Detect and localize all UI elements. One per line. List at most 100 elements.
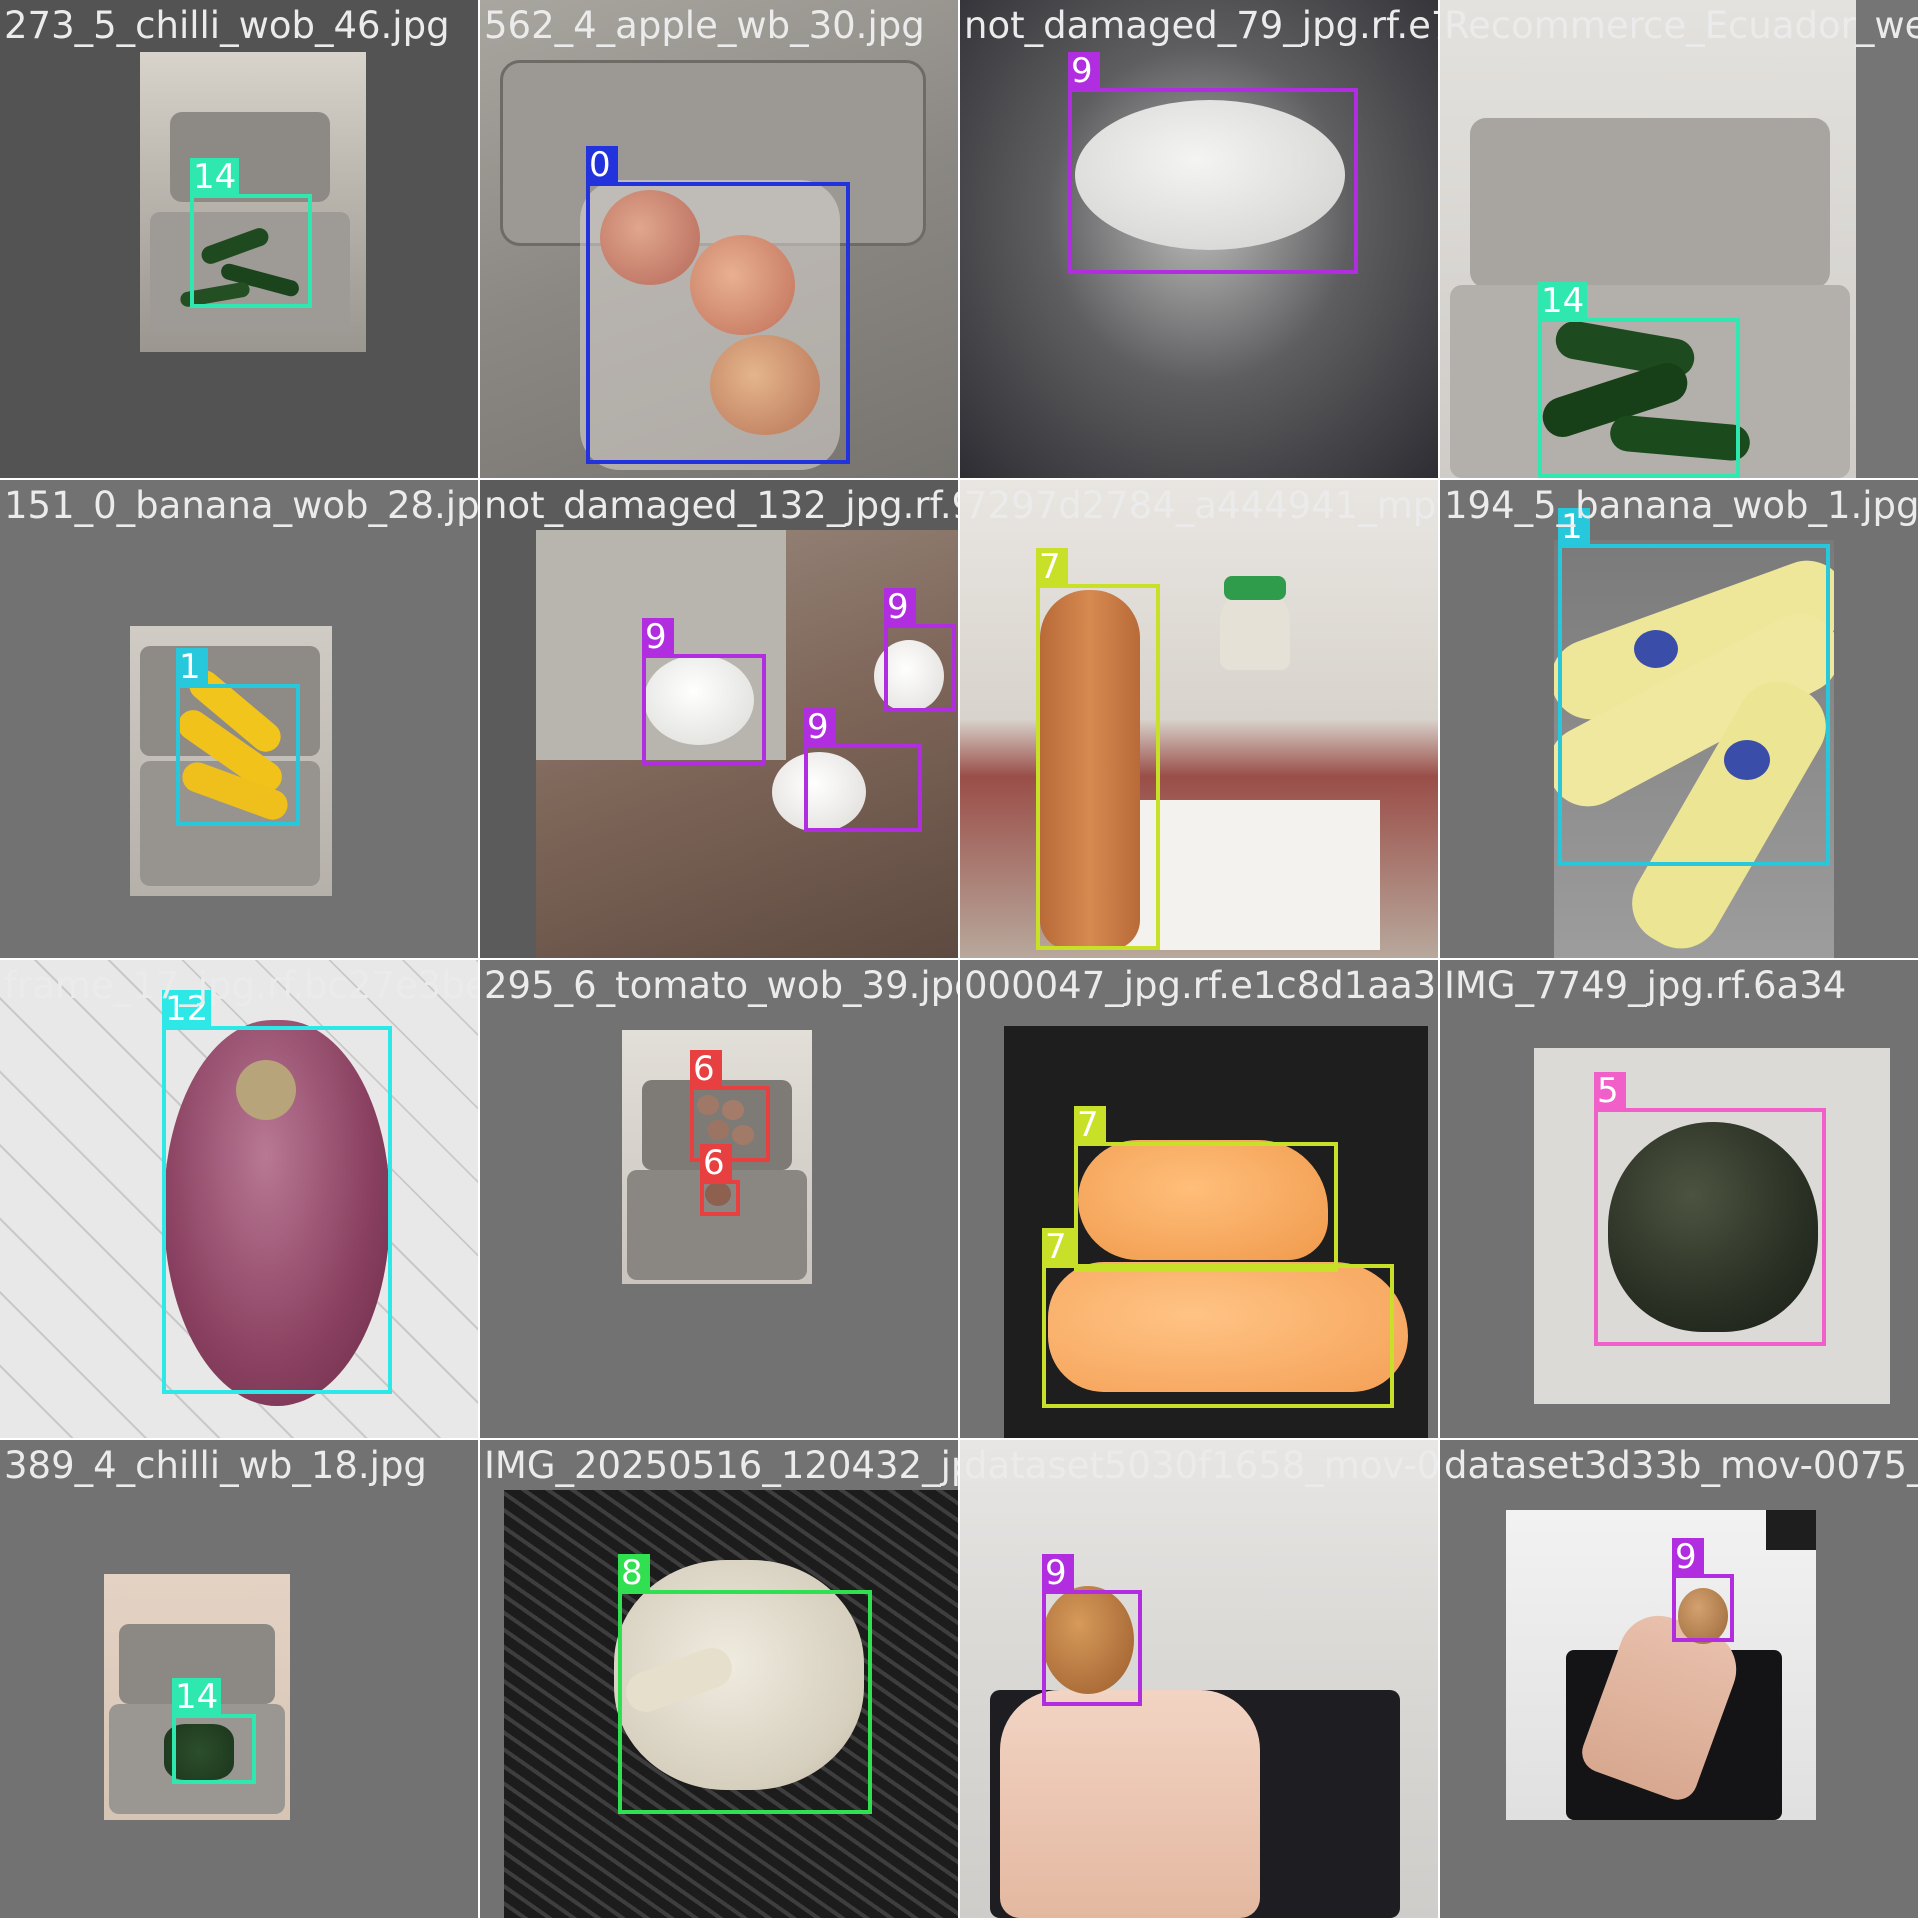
class-label: 0 (586, 146, 618, 184)
bounding-box: 14 (190, 158, 312, 308)
image-filename: dataset3d33b_mov-0075_jpg (1444, 1444, 1918, 1487)
jar (1220, 590, 1290, 670)
image-filename: 151_0_banana_wob_28.jpg (4, 484, 478, 527)
tile-hand-egg-laptop[interactable]: 9 dataset3d33b_mov-0075_jpg (1440, 1440, 1918, 1918)
tray-photo (1440, 0, 1856, 478)
egg (1042, 1586, 1134, 1694)
avocado (1608, 1122, 1818, 1332)
class-label: 14 (190, 158, 240, 196)
image-filename: 7297d2784_a444941_mp4-0089_jpg.rf.14794f… (964, 484, 1438, 527)
image-filename: Recommerce_Ecuador_web_Pepper.jpg (1444, 4, 1918, 47)
tile-floor-photo (0, 960, 478, 1438)
bounding-box: 9 (1042, 1554, 1142, 1706)
black-photo (1004, 1026, 1428, 1438)
class-label: 14 (172, 1678, 222, 1716)
image-filename: dataset5030f1658_mov-0040_jpg (964, 1444, 1438, 1487)
bounding-box: 6 (700, 1144, 740, 1216)
class-label: 8 (618, 1554, 650, 1592)
tile-eggs-counter[interactable]: 9 9 9 not_damaged_132_jpg.rf.9b (480, 480, 958, 958)
tomato (722, 1100, 744, 1120)
tile-carrot-upright[interactable]: 7 7297d2784_a444941_mp4-0089_jpg.rf.1479… (960, 480, 1438, 958)
tomato (732, 1125, 754, 1145)
carrot (1078, 1140, 1328, 1260)
bounding-box: 1 (1558, 508, 1830, 866)
tile-banana-closeup[interactable]: 1 194_5_banana_wob_1.jpg (1440, 480, 1918, 958)
tray-lid (1470, 118, 1830, 288)
sticker (1634, 630, 1678, 668)
tile-banana-small[interactable]: 1 151_0_banana_wob_28.jpg (0, 480, 478, 958)
class-label: 5 (1594, 1072, 1626, 1110)
image-filename: frame_17_jpg.rf.bc27e3bec (4, 964, 478, 1007)
bounding-box: 14 (1538, 282, 1740, 478)
onion-top (236, 1060, 296, 1120)
class-label: 6 (700, 1144, 732, 1182)
class-label: 9 (1068, 52, 1100, 90)
class-label: 7 (1074, 1106, 1106, 1144)
class-label: 12 (162, 990, 212, 1028)
bounding-box: 7 (1042, 1228, 1394, 1408)
bounding-box: 9 (884, 588, 956, 712)
class-label: 7 (1042, 1228, 1074, 1266)
hand-photo (1506, 1510, 1816, 1820)
image-filename: not_damaged_79_jpg.rf.e73 (964, 4, 1438, 47)
class-label: 9 (884, 588, 916, 626)
jar-lid (1224, 576, 1286, 600)
class-label: 14 (1538, 282, 1588, 320)
bounding-box: 7 (1036, 548, 1160, 950)
bounding-box: 9 (804, 708, 922, 832)
room-photo (960, 480, 1438, 958)
tray-photo (140, 52, 366, 352)
tile-onion[interactable]: 12 frame_17_jpg.rf.bc27e3bec (0, 960, 478, 1438)
image-filename: 389_4_chilli_wb_18.jpg (4, 1444, 427, 1487)
egg (1075, 100, 1345, 250)
class-label: 9 (1042, 1554, 1074, 1592)
hand (1000, 1690, 1260, 1918)
image-filename: 295_6_tomato_wob_39.jpg (484, 964, 958, 1007)
image-filename: 273_5_chilli_wob_46.jpg (4, 4, 450, 47)
tile-chilli-wb[interactable]: 14 389_4_chilli_wb_18.jpg (0, 1440, 478, 1918)
grill-photo (504, 1490, 958, 1918)
tray-photo (480, 0, 958, 478)
tile-egg-ash[interactable]: 9 not_damaged_79_jpg.rf.e73 (960, 0, 1438, 478)
bounding-box: 9 (1672, 1538, 1734, 1642)
image-filename: 562_4_apple_wb_30.jpg (484, 4, 925, 47)
class-label: 1 (1558, 508, 1590, 546)
tile-garlic[interactable]: 8 IMG_20250516_120432_jpg (480, 1440, 958, 1918)
tile-hand-egg[interactable]: 9 dataset5030f1658_mov-0040_jpg (960, 1440, 1438, 1918)
class-label: 6 (690, 1050, 722, 1088)
banana-photo (1554, 540, 1834, 958)
tile-pepper[interactable]: 14 Recommerce_Ecuador_web_Pepper.jpg (1440, 0, 1918, 478)
bounding-box: 12 (162, 990, 392, 1394)
bounding-box: 8 (618, 1554, 872, 1814)
paper-sheet (1100, 800, 1380, 950)
tile-chilli[interactable]: 14 273_5_chilli_wob_46.jpg (0, 0, 478, 478)
class-label: 7 (1036, 548, 1068, 586)
class-label: 9 (642, 618, 674, 656)
apple (600, 190, 700, 285)
tile-avocado[interactable]: 5 IMG_7749_jpg.rf.6a34 (1440, 960, 1918, 1438)
ash-photo (960, 0, 1438, 478)
tile-carrots-black[interactable]: 7 7 000047_jpg.rf.e1c8d1aa3ef9 (960, 960, 1438, 1438)
hand-photo (960, 1440, 1438, 1918)
bounding-box: 1 (176, 648, 300, 826)
class-label: 9 (1672, 1538, 1704, 1576)
class-label: 9 (804, 708, 836, 746)
tomato (705, 1182, 731, 1206)
tile-apple[interactable]: 0 562_4_apple_wb_30.jpg (480, 0, 958, 478)
egg (644, 655, 754, 745)
bounding-box: 9 (1068, 52, 1358, 274)
image-filename: not_damaged_132_jpg.rf.9b (484, 484, 958, 527)
bounding-box: 14 (172, 1678, 256, 1784)
sticker (1724, 740, 1770, 780)
tile-tomato[interactable]: 6 6 295_6_tomato_wob_39.jpg (480, 960, 958, 1438)
bounding-box: 6 (690, 1050, 770, 1162)
carrot (1048, 1262, 1408, 1392)
wall-sign (1766, 1510, 1816, 1550)
apple (710, 335, 820, 435)
egg (1678, 1588, 1728, 1644)
egg (772, 752, 866, 832)
carrot (1040, 590, 1140, 950)
apple (690, 235, 795, 335)
bounding-box: 7 (1074, 1106, 1338, 1272)
